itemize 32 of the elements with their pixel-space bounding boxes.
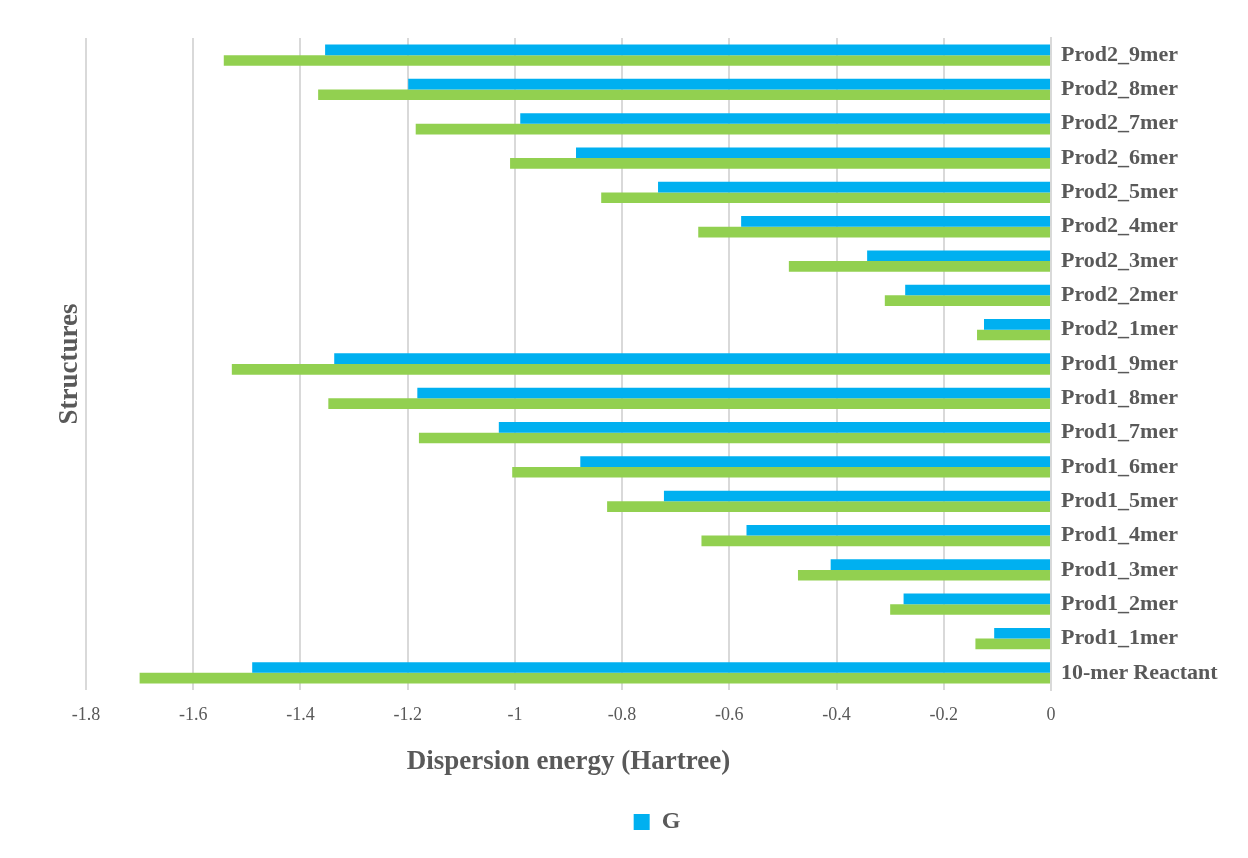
y-tick-label: Prod2_4mer (1061, 212, 1179, 238)
y-tick-label: Prod1_6mer (1061, 452, 1179, 478)
y-axis-title: Structures (52, 303, 83, 425)
y-tick-label: Prod2_7mer (1061, 109, 1179, 135)
x-tick-label: 0 (1046, 703, 1056, 724)
legend-label: G (661, 807, 681, 834)
y-tick-label: Prod2_8mer (1061, 75, 1179, 101)
y-tick-label: Prod2_3mer (1061, 246, 1179, 272)
x-tick-label: -0.6 (715, 703, 744, 724)
y-tick-label: Prod1_1mer (1061, 624, 1179, 650)
y-tick-label: Prod1_7mer (1061, 418, 1179, 444)
x-tick-label: -0.8 (607, 703, 637, 724)
x-axis-title: Dispersion energy (Hartree) (406, 744, 731, 775)
y-tick-label: Prod1_9mer (1061, 349, 1179, 375)
y-tick-label: Prod2_9mer (1061, 40, 1179, 66)
y-tick-label: Prod1_2mer (1061, 589, 1179, 615)
y-tick-label: Prod2_2mer (1061, 281, 1179, 307)
x-tick-label: -0.2 (929, 703, 959, 724)
y-tick-label: Prod1_4mer (1061, 521, 1179, 547)
x-tick-label: -1.8 (71, 703, 101, 724)
y-tick-label: Prod2_6mer (1061, 143, 1179, 169)
y-tick-label: 10-mer Reactant (1061, 658, 1219, 684)
y-tick-label: Prod2_1mer (1061, 315, 1179, 341)
x-tick-label: -0.4 (822, 703, 851, 724)
x-tick-label: -1 (507, 703, 523, 724)
x-tick-label: -1.2 (393, 703, 422, 724)
y-tick-label: Prod1_5mer (1061, 486, 1179, 512)
y-tick-label: Prod1_8mer (1061, 384, 1179, 409)
y-tick-label: Prod1_3mer (1061, 555, 1179, 581)
y-tick-label: Prod2_5mer (1061, 178, 1179, 204)
x-tick-label: -1.4 (286, 703, 315, 724)
x-tick-label: -1.6 (178, 703, 208, 724)
